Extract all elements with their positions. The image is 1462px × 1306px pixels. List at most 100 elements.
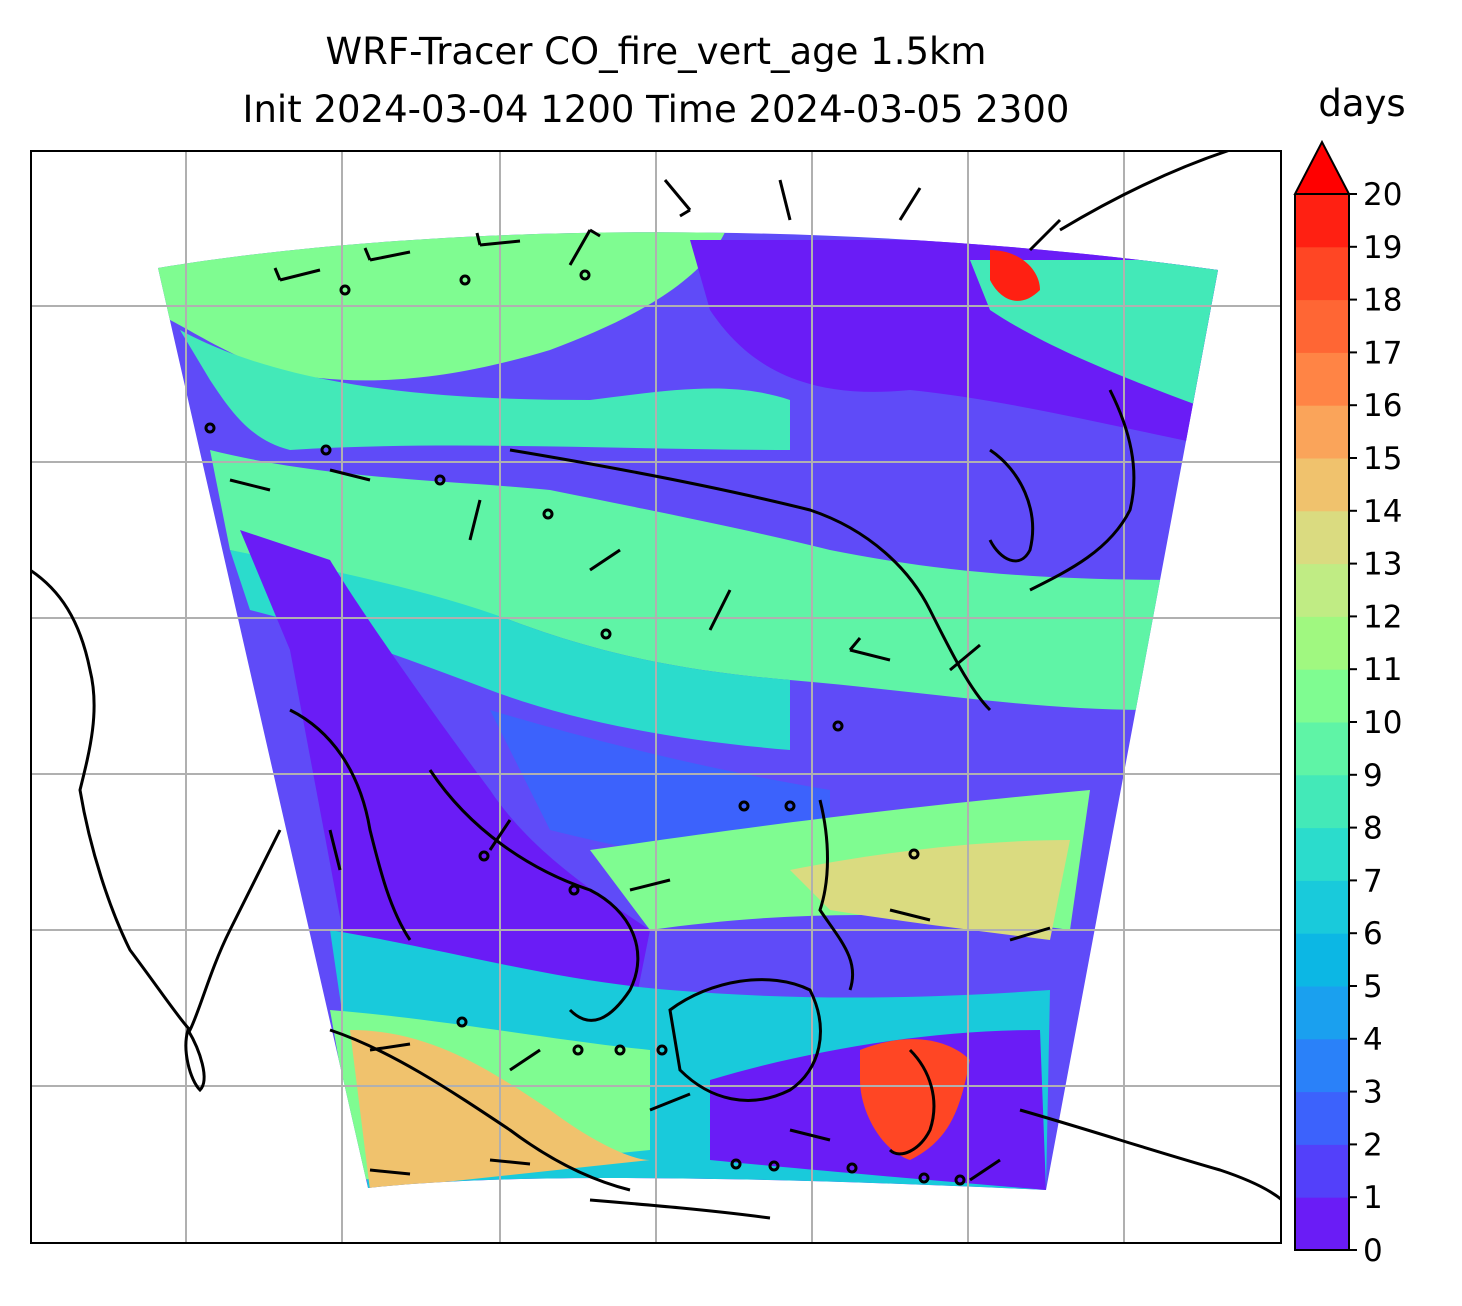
wind-barb — [468, 499, 482, 541]
calm-circle — [434, 474, 446, 486]
colorbar-tick-label: 2 — [1363, 1127, 1383, 1163]
wind-barb — [369, 1042, 411, 1052]
wind-barb — [778, 179, 792, 221]
colorbar-unit-label: days — [1318, 82, 1406, 125]
field-north-band — [158, 232, 730, 381]
colorbar-bin — [1295, 299, 1349, 353]
calm-circle — [846, 1162, 858, 1174]
colorbar-tick-label: 3 — [1363, 1075, 1383, 1111]
calm-circle — [656, 1044, 668, 1056]
wind-barb — [229, 478, 271, 492]
calm-circle — [738, 800, 750, 812]
coastline-newguinea — [1019, 1108, 1282, 1202]
coastline-borneo — [668, 978, 822, 1102]
field-mid-band — [210, 450, 1180, 710]
colorbar-tick-label: 17 — [1363, 335, 1402, 371]
coastline-japan — [1029, 389, 1136, 592]
calm-circle — [339, 284, 351, 296]
calm-circle — [954, 1174, 966, 1186]
colorbar-bin — [1295, 405, 1349, 459]
colorbar-tick-label: 18 — [1363, 283, 1402, 319]
colorbar-bin — [1295, 669, 1349, 723]
colorbar-tick-label: 6 — [1363, 916, 1383, 952]
calm-circle — [832, 720, 844, 732]
colorbar-bin — [1295, 880, 1349, 934]
wind-barb — [1009, 926, 1051, 942]
colorbar-bin — [1295, 194, 1349, 248]
wind-barb — [329, 468, 371, 482]
calm-circle — [784, 800, 796, 812]
colorbar-bin — [1295, 246, 1349, 301]
coastline-russia — [1059, 150, 1231, 232]
coastline-indochina — [428, 769, 640, 1022]
wind-barb — [969, 1158, 1001, 1182]
wind-barb — [789, 1128, 831, 1142]
coastline-java — [589, 1198, 771, 1220]
colorbar-bin — [1295, 1038, 1349, 1093]
wind-barb — [898, 187, 922, 221]
wind-barb — [369, 1168, 411, 1176]
calm-circle — [568, 884, 580, 896]
colorbar-bin — [1295, 986, 1349, 1040]
colorbar-tick-label: 1 — [1363, 1180, 1383, 1216]
coastline-china — [509, 448, 992, 712]
colorbar-extend-arrow — [1293, 139, 1351, 195]
coastline-sumatra — [329, 1028, 631, 1192]
wind-barb — [273, 267, 321, 282]
wind-barb — [589, 548, 621, 572]
field-north-cyan — [180, 330, 790, 450]
colorbar-tick-label: 11 — [1363, 652, 1402, 688]
wind-barb — [488, 819, 512, 851]
map-plot — [30, 150, 1282, 1244]
coastline-myanmar — [289, 708, 412, 941]
coastlines — [30, 150, 1282, 1220]
coastline-india — [30, 568, 282, 1033]
calm-circle — [730, 1158, 742, 1170]
calm-circle — [579, 269, 591, 281]
field-ne-red — [990, 250, 1040, 301]
colorbar-bin — [1295, 352, 1349, 406]
calm-circle — [478, 850, 490, 862]
colorbar-bin — [1295, 563, 1349, 617]
wind-barb — [663, 179, 692, 218]
wind-barb — [949, 643, 981, 672]
wind-barb — [509, 1048, 541, 1072]
colorbar-tick-label: 4 — [1363, 1022, 1383, 1058]
coastline-srilanka — [184, 1026, 206, 1093]
wind-barb — [489, 1158, 531, 1166]
wind-barb — [1028, 218, 1062, 252]
calm-circle — [456, 1016, 468, 1028]
calm-markers — [204, 269, 966, 1186]
colorbar-bin — [1295, 722, 1349, 776]
gridlines — [30, 150, 1282, 1244]
wind-barb — [328, 829, 342, 871]
colorbar-tick-label: 13 — [1363, 547, 1402, 583]
wind-barb — [568, 228, 601, 266]
field-mid-cyan — [230, 550, 790, 750]
wind-barb — [363, 247, 411, 262]
colorbar-tick-label: 7 — [1363, 863, 1383, 899]
wind-barb — [708, 589, 732, 631]
colorbar-bin — [1295, 827, 1349, 881]
wind-barb — [475, 232, 521, 247]
calm-circle — [918, 1172, 930, 1184]
colorbar-bin — [1295, 1197, 1349, 1251]
coastline-korea — [988, 448, 1035, 563]
colorbar-bin — [1295, 458, 1349, 512]
wind-barb — [629, 878, 671, 892]
wind-barbs — [229, 179, 1062, 1182]
calm-circle — [204, 422, 216, 434]
calm-circle — [908, 848, 920, 860]
colorbar-tick-label: 20 — [1363, 177, 1402, 213]
colorbar-tick-label: 8 — [1363, 811, 1383, 847]
calm-circle — [542, 508, 554, 520]
colorbar-bin — [1295, 1091, 1349, 1145]
calm-circle — [600, 628, 612, 640]
wind-barb — [889, 908, 931, 922]
calm-circle — [459, 274, 471, 286]
coastline-sulawesi — [888, 1048, 936, 1156]
calm-circle — [320, 444, 332, 456]
colorbar-tick-label: 9 — [1363, 758, 1383, 794]
colorbar-bin — [1295, 1144, 1349, 1198]
